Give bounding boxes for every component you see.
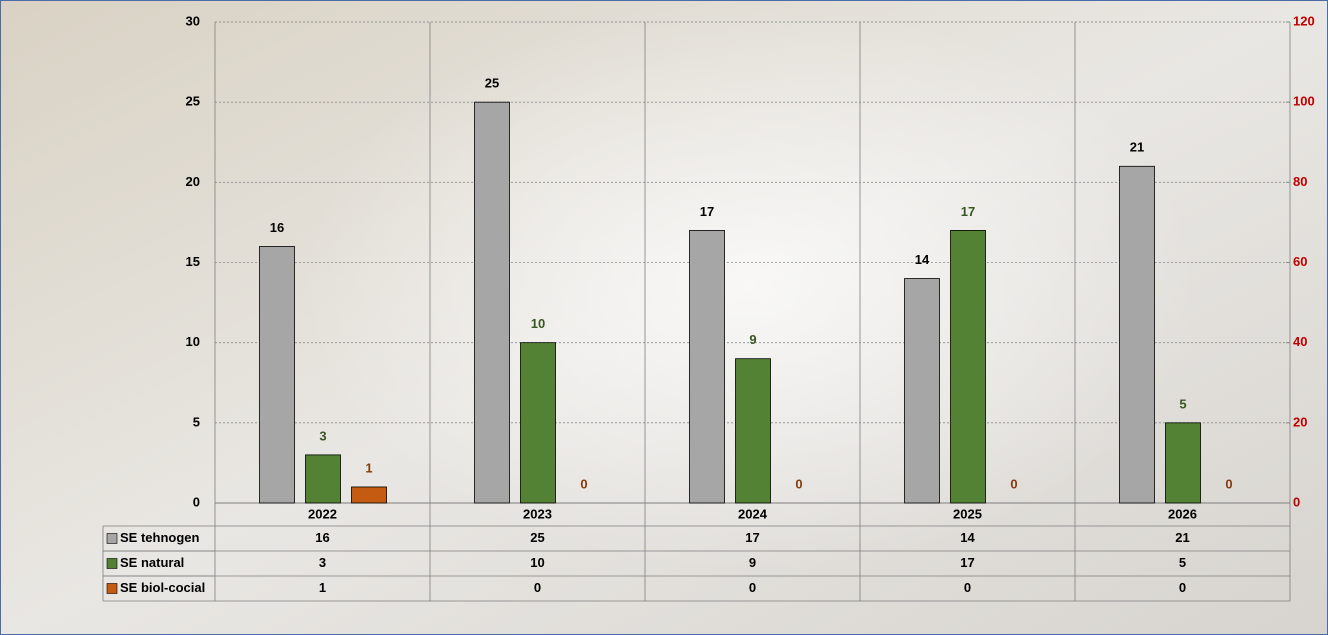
bar (474, 101, 510, 504)
bar (904, 278, 940, 504)
x-tick-label: 2026 (1168, 506, 1197, 521)
value-label: 21 (1130, 140, 1144, 155)
bar (950, 230, 986, 504)
x-tick-label: 2023 (523, 506, 552, 521)
y-tick-label: 25 (186, 94, 200, 109)
y-tick-label: 5 (193, 414, 200, 429)
table-cell: 25 (530, 530, 544, 545)
table-cell: 14 (960, 530, 975, 545)
bar (1119, 165, 1155, 504)
y2-tick-label: 120 (1293, 13, 1315, 28)
x-tick-label: 2025 (953, 506, 982, 521)
y-tick-label: 15 (186, 254, 200, 269)
y2-tick-label: 100 (1293, 94, 1315, 109)
bar (1165, 422, 1201, 504)
value-label: 0 (795, 476, 802, 491)
value-label: 14 (915, 252, 930, 267)
y2-tick-label: 80 (1293, 174, 1307, 189)
y2-tick-label: 0 (1293, 494, 1300, 509)
value-label: 17 (700, 204, 714, 219)
table-cell: 0 (1179, 580, 1186, 595)
table-cell: 0 (534, 580, 541, 595)
value-label: 10 (531, 316, 545, 331)
bar (259, 246, 295, 504)
value-label: 0 (580, 476, 587, 491)
y-tick-label: 30 (186, 13, 200, 28)
value-label: 17 (961, 204, 975, 219)
legend-label: SE biol-cocial (120, 580, 205, 595)
y-tick-label: 20 (186, 174, 200, 189)
value-label: 16 (270, 220, 284, 235)
table-cell: 16 (315, 530, 329, 545)
y-tick-label: 0 (193, 494, 200, 509)
y2-tick-label: 40 (1293, 334, 1307, 349)
y2-tick-label: 20 (1293, 414, 1307, 429)
table-cell: 9 (749, 555, 756, 570)
legend-label: SE natural (120, 555, 184, 570)
value-label: 3 (319, 428, 326, 443)
bar (689, 230, 725, 504)
table-cell: 0 (964, 580, 971, 595)
table-cell: 21 (1175, 530, 1189, 545)
legend-key (106, 533, 118, 544)
x-tick-label: 2024 (738, 506, 768, 521)
value-label: 9 (749, 332, 756, 347)
table-cell: 17 (745, 530, 759, 545)
value-label: 0 (1010, 476, 1017, 491)
table-cell: 1 (319, 580, 326, 595)
value-label: 1 (365, 460, 372, 475)
y2-tick-label: 60 (1293, 254, 1307, 269)
table-cell: 3 (319, 555, 326, 570)
table-cell: 0 (749, 580, 756, 595)
bar (520, 342, 556, 504)
value-label: 25 (485, 76, 499, 91)
value-label: 0 (1225, 476, 1232, 491)
table-cell: 5 (1179, 555, 1186, 570)
table-cell: 17 (960, 555, 974, 570)
bar (735, 358, 771, 504)
x-tick-label: 2022 (308, 506, 337, 521)
bar (305, 454, 341, 504)
table-cell: 10 (530, 555, 544, 570)
bar (351, 486, 387, 504)
value-label: 5 (1179, 396, 1186, 411)
legend-key (106, 558, 118, 569)
y-tick-label: 10 (186, 334, 200, 349)
legend-label: SE tehnogen (120, 530, 200, 545)
legend-key (106, 583, 118, 594)
